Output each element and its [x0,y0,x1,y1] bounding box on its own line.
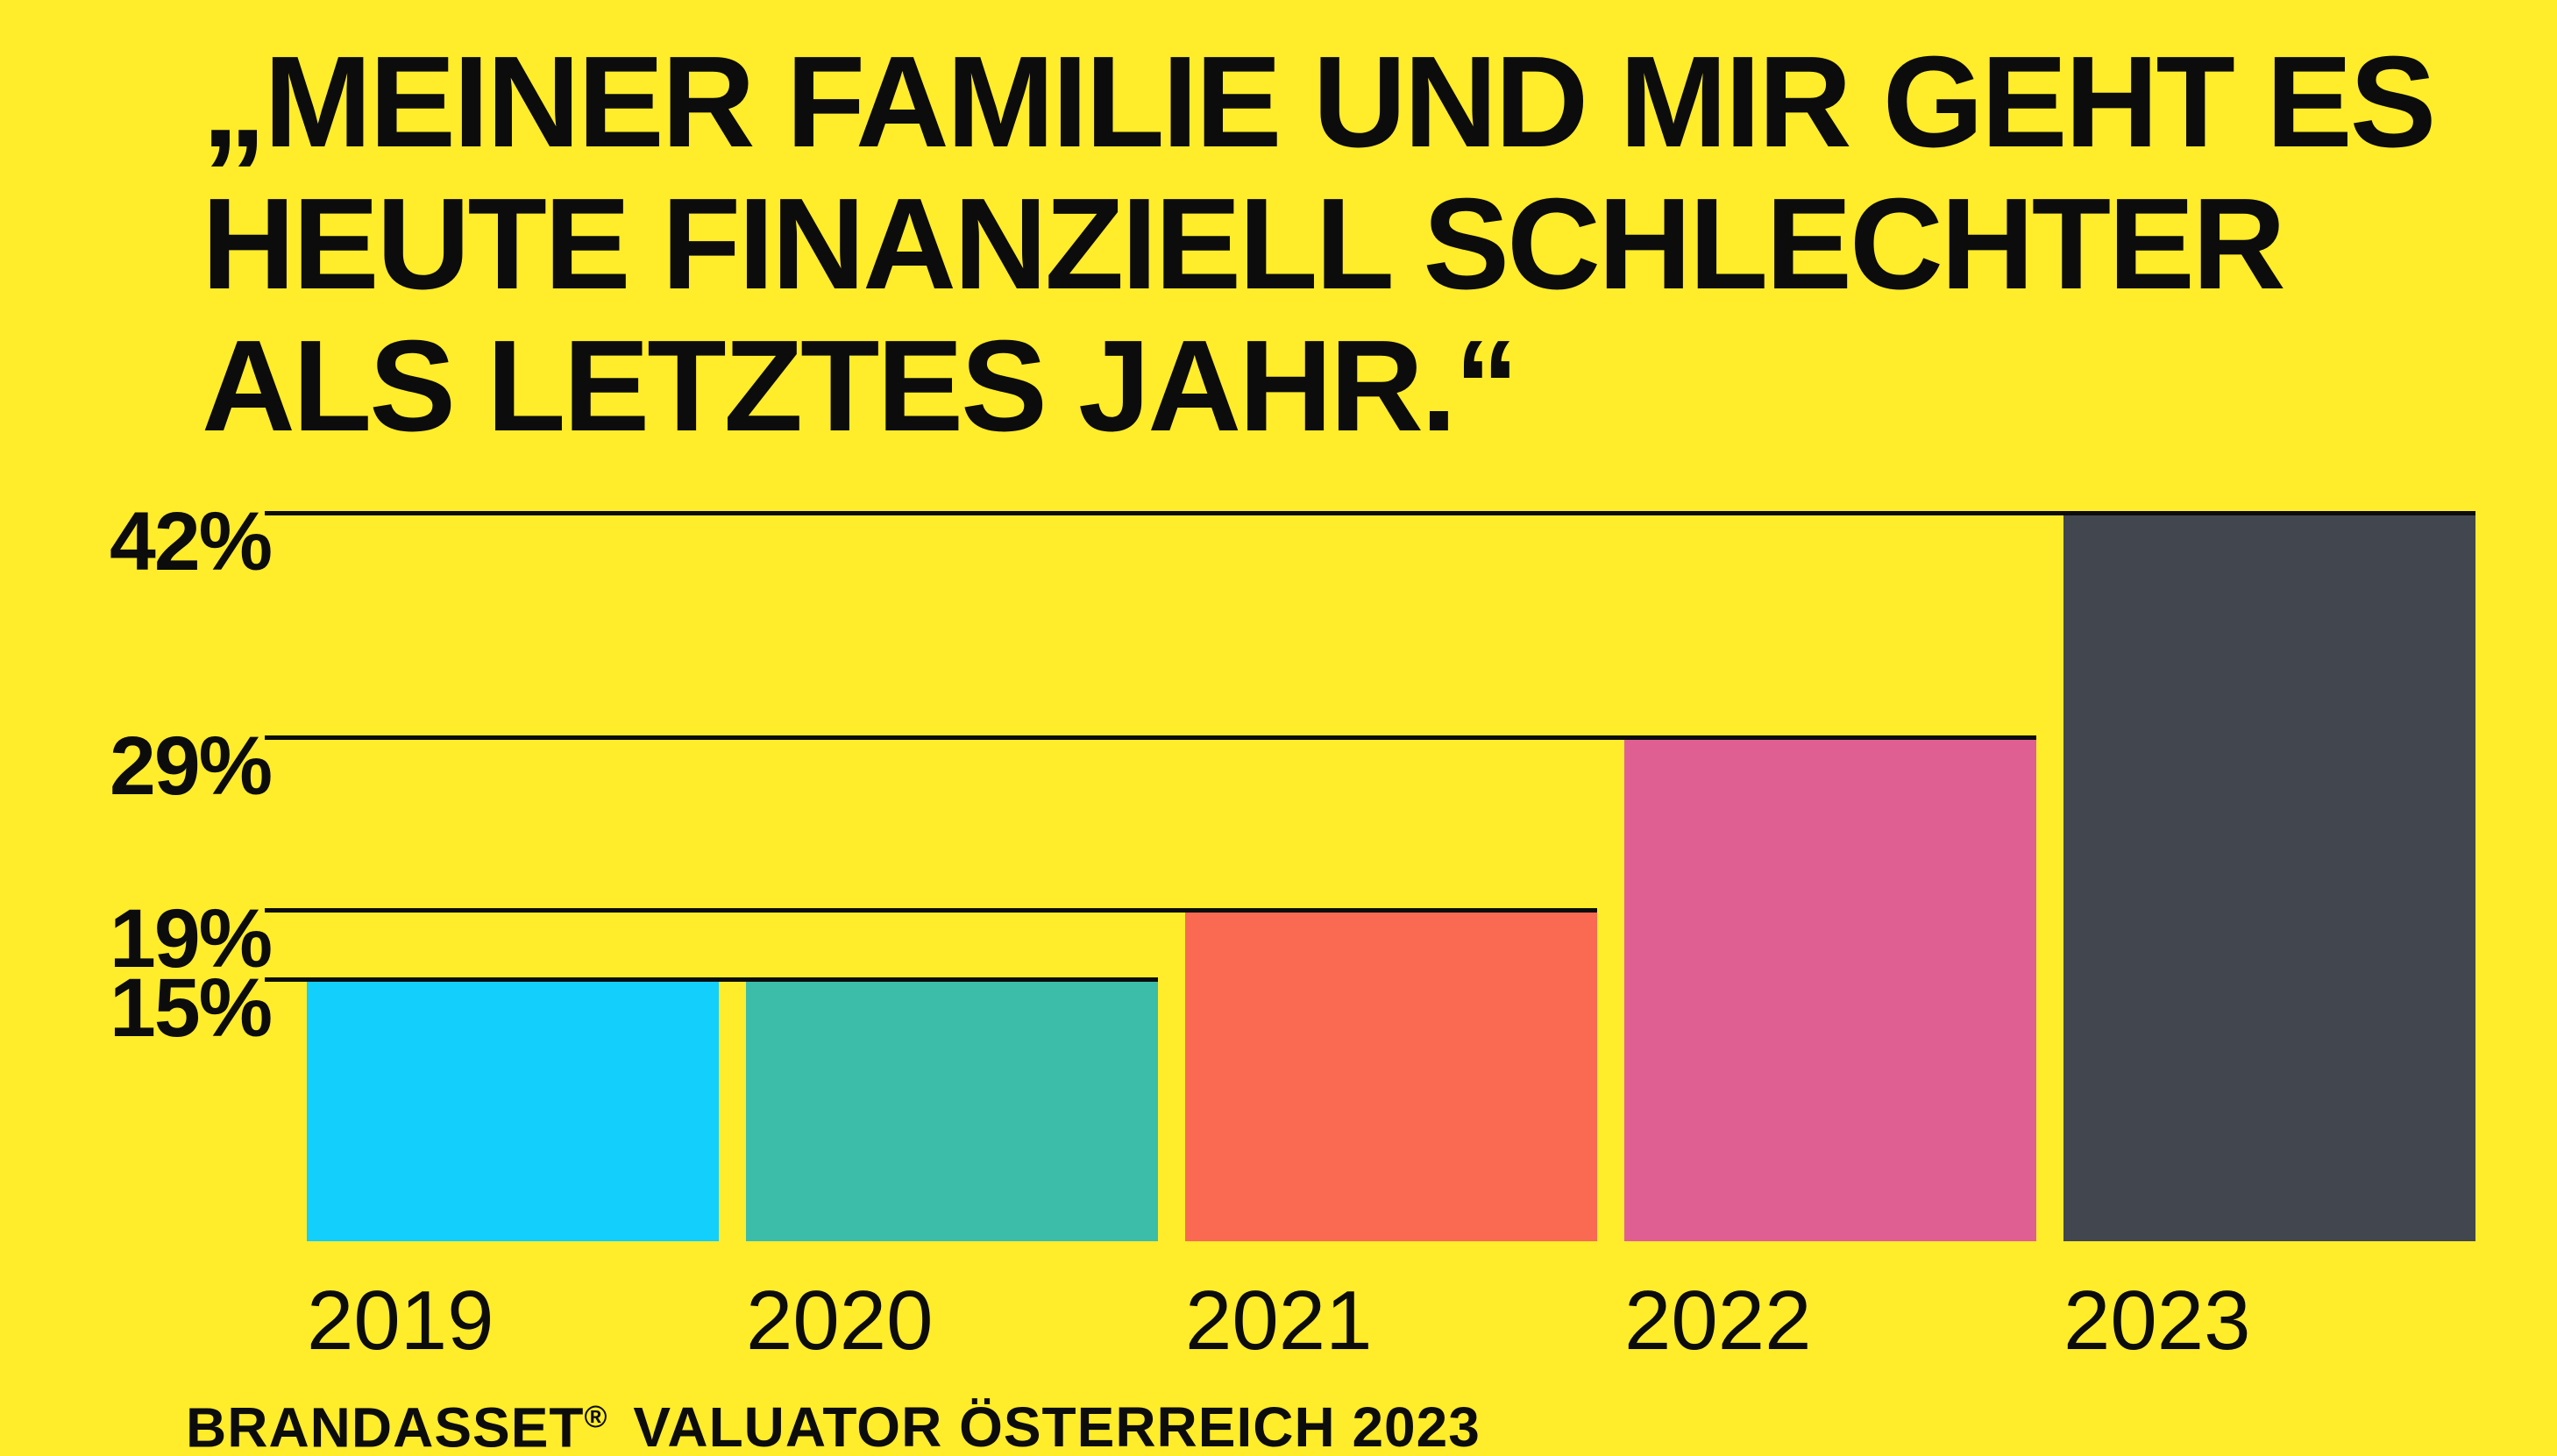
x-axis-label-2023: 2023 [2063,1274,2251,1367]
y-axis-label-15: 15% [110,962,273,1055]
bar-2022 [1624,740,2036,1241]
gridline-29 [265,735,2036,740]
x-axis-label-2021: 2021 [1185,1274,1373,1367]
registered-trademark-mark: ® [584,1400,607,1434]
x-axis-label-2019: 2019 [307,1274,494,1367]
bar-2021 [1185,913,1597,1241]
chart-title-line-2: HEUTE FINANZIELL SCHLECHTER [202,172,2286,316]
chart-title-line-1: „MEINER FAMILIE UND MIR GEHT ES [202,30,2436,174]
y-axis-label-19: 19% [110,892,273,985]
gridline-15 [265,977,1158,982]
bar-2019 [307,982,719,1241]
source-rest: VALUATOR ÖSTERREICH 2023 [633,1396,1481,1456]
chart-title: „MEINER FAMILIE UND MIR GEHT ES HEUTE FI… [202,30,2436,458]
chart-title-line-3: ALS LETZTES JAHR.“ [202,314,1519,458]
x-axis-label-2022: 2022 [1624,1274,1812,1367]
y-axis-label-29: 29% [110,720,273,813]
bar-2023 [2063,515,2475,1241]
source-brand: BRANDASSET [186,1396,585,1456]
y-axis-label-42: 42% [110,495,273,588]
x-axis-label-2020: 2020 [746,1274,934,1367]
gridline-19 [265,908,1597,913]
gridline-42 [265,511,2475,515]
source-attribution: BRANDASSET® VALUATOR ÖSTERREICH 2023 [186,1389,1481,1455]
bar-2020 [746,982,1158,1241]
